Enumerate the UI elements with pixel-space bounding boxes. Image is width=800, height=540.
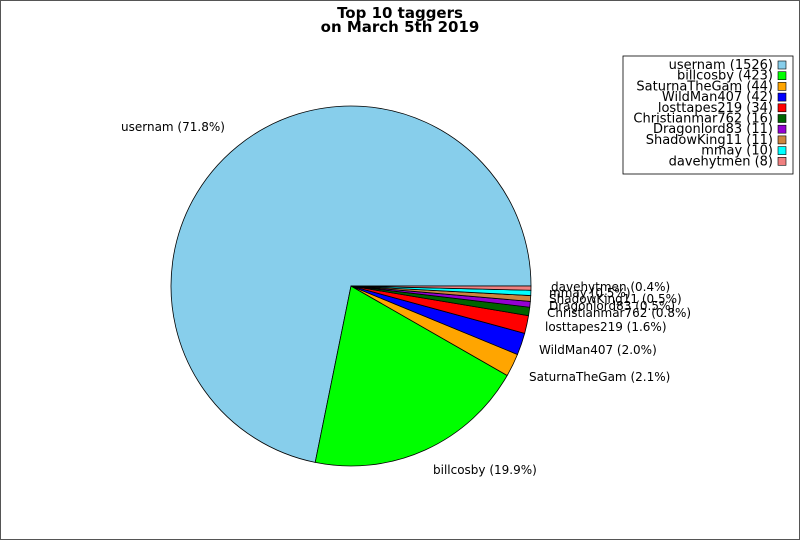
legend-swatch-saturnathegam [777, 82, 787, 91]
legend: usernam (1526)billcosby (423)SaturnaTheG… [622, 55, 794, 175]
pie-slice-billcosby [314, 285, 508, 467]
slice-label-shadowking11: ShadowKing11 (0.5%) [549, 292, 682, 306]
slice-label-saturnathegam: SaturnaTheGam (2.1%) [529, 370, 670, 384]
legend-label-shadowking11: ShadowKing11 (11) [646, 133, 773, 148]
slice-label-dragonlord83: Dragonlord83 (0.5%) [549, 299, 675, 313]
legend-label-saturnathegam: SaturnaTheGam (44) [636, 79, 773, 94]
legend-swatch-shadowking11 [777, 135, 787, 145]
legend-swatch-losttapes219 [777, 103, 787, 113]
pie-slices [170, 105, 532, 467]
legend-swatch-christianmar762 [777, 114, 787, 123]
legend-label-mmay: mmay (10) [701, 144, 773, 159]
slice-label-mmay: mmay (0.5%) [549, 286, 631, 300]
legend-swatch-davehytmen [777, 157, 787, 166]
chart-subtitle: on March 5th 2019 [321, 18, 480, 36]
legend-label-wildman407: WildMan407 (42) [662, 90, 773, 105]
pie-slice-usernam [170, 105, 532, 463]
slice-label-losttapes219: losttapes219 (1.6%) [545, 320, 667, 334]
legend-swatch-billcosby [777, 71, 787, 80]
legend-swatch-wildman407 [777, 92, 787, 102]
legend-label-davehytmen: davehytmen (8) [669, 154, 773, 169]
legend-swatch-mmay [777, 146, 787, 155]
legend-label-losttapes219: losttapes219 (34) [658, 101, 773, 116]
slice-label-billcosby: billcosby (19.9%) [433, 463, 537, 477]
chart-title: Top 10 taggers [337, 4, 463, 22]
slice-label-davehytmen: davehytmen (0.4%) [551, 280, 670, 294]
slice-label-usernam: usernam (71.8%) [121, 120, 225, 134]
legend-label-usernam: usernam (1526) [669, 58, 773, 73]
legend-swatch-usernam [777, 60, 787, 70]
slice-label-wildman407: WildMan407 (2.0%) [539, 343, 657, 357]
legend-box [622, 55, 794, 175]
slice-labels: usernam (71.8%) billcosby (19.9%) SaturnaT… [121, 120, 691, 477]
legend-swatch-dragonlord83 [777, 124, 787, 134]
legend-label-christianmar762: Christianmar762 (16) [633, 112, 773, 127]
slice-label-christianmar762: Christianmar762 (0.8%) [547, 306, 691, 320]
legend-label-dragonlord83: Dragonlord83 (11) [653, 122, 773, 137]
legend-label-billcosby: billcosby (423) [677, 69, 773, 84]
pie-slice-davehytmen [350, 285, 532, 291]
